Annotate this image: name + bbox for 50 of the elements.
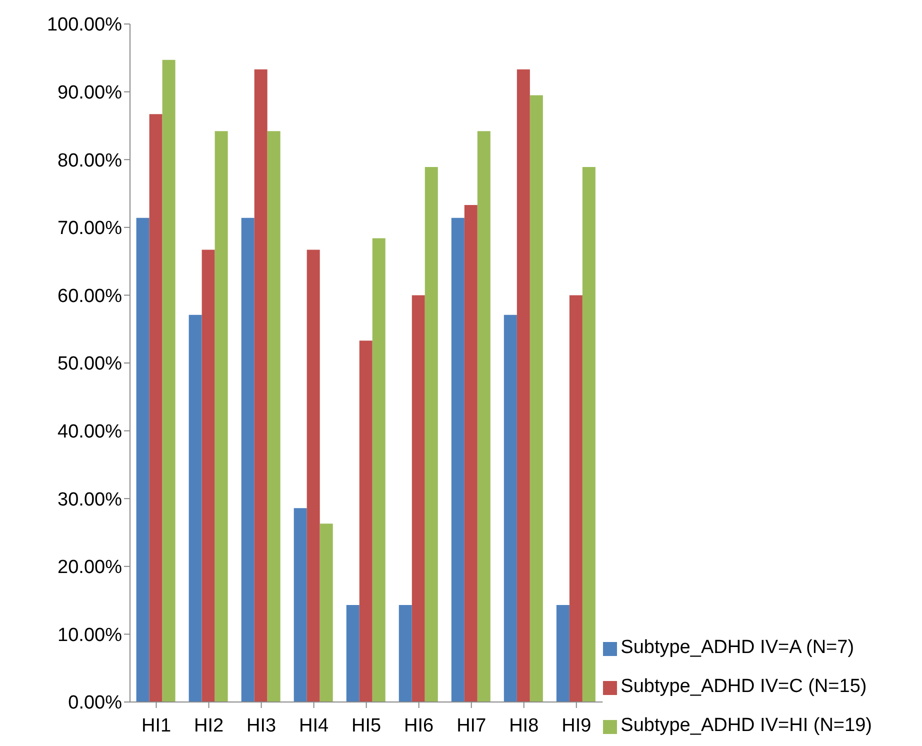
bar: [504, 314, 517, 702]
legend-label: Subtype_ADHD IV=C (N=15): [620, 676, 867, 697]
y-tick-label: 60.00%: [58, 286, 122, 307]
x-tick-label: HI5: [352, 715, 382, 736]
bar: [306, 250, 320, 702]
x-tick-label: HI9: [562, 715, 592, 736]
bar: [477, 131, 490, 702]
bar: [451, 218, 464, 702]
bar: [569, 295, 582, 702]
bar: [464, 205, 478, 702]
y-tick-label: 50.00%: [58, 354, 122, 375]
bar: [162, 60, 176, 702]
bar: [136, 218, 150, 702]
bar: [582, 167, 596, 702]
x-tick-label: HI8: [509, 715, 539, 736]
y-tick-label: 80.00%: [58, 150, 122, 172]
bar: [149, 114, 162, 702]
bar: [372, 238, 386, 702]
bar: [556, 605, 570, 702]
x-tick-label: HI6: [404, 715, 434, 736]
bar: [530, 95, 543, 702]
bar: [398, 605, 412, 702]
bar: [188, 314, 202, 702]
y-tick-label: 10.00%: [58, 624, 122, 646]
y-tick-label: 70.00%: [58, 218, 122, 240]
bar: [320, 524, 333, 702]
y-tick-label: 40.00%: [58, 422, 122, 443]
y-tick-label: 90.00%: [58, 82, 122, 104]
bar: [516, 69, 530, 702]
legend-label: Subtype_ADHD IV=HI (N=19): [620, 715, 872, 736]
x-tick-label: HI2: [194, 715, 224, 736]
x-tick-label: HI7: [456, 715, 486, 736]
bar: [359, 340, 372, 702]
y-tick-label: 0.00%: [68, 692, 122, 714]
y-tick-label: 20.00%: [58, 557, 122, 578]
x-tick-label: HI4: [299, 715, 330, 736]
legend-label: Subtype_ADHD IV=A (N=7): [620, 637, 854, 658]
y-tick-label: 30.00%: [58, 489, 122, 510]
bar: [424, 167, 438, 702]
bar: [241, 218, 254, 702]
x-tick-label: HI3: [246, 715, 276, 736]
bar: [202, 250, 215, 702]
bar: [267, 131, 280, 702]
y-tick-label: 100.00%: [46, 14, 122, 36]
bar: [254, 69, 268, 702]
x-tick-label: HI1: [141, 715, 172, 736]
bar: [294, 508, 307, 702]
bar: [214, 131, 228, 702]
bar: [412, 295, 425, 702]
bar: [346, 605, 360, 702]
